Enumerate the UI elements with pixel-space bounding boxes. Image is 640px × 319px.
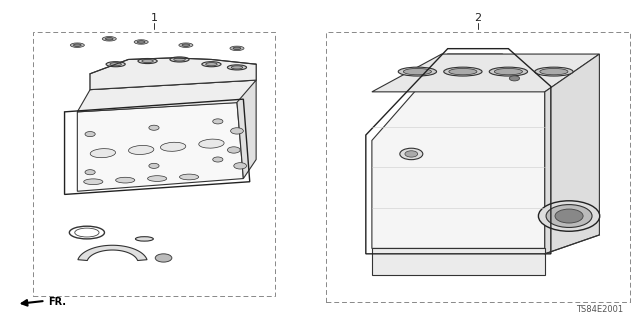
- Ellipse shape: [403, 68, 431, 75]
- Ellipse shape: [199, 139, 224, 148]
- Ellipse shape: [170, 57, 189, 62]
- Circle shape: [509, 76, 520, 81]
- Ellipse shape: [138, 41, 145, 43]
- Ellipse shape: [535, 67, 573, 76]
- Ellipse shape: [398, 67, 436, 76]
- Circle shape: [212, 119, 223, 124]
- Ellipse shape: [205, 63, 217, 66]
- Text: FR.: FR.: [49, 297, 67, 307]
- Polygon shape: [90, 64, 256, 90]
- Circle shape: [85, 170, 95, 175]
- Text: TS84E2001: TS84E2001: [576, 305, 623, 314]
- Circle shape: [85, 131, 95, 137]
- Polygon shape: [78, 245, 147, 261]
- Ellipse shape: [70, 43, 84, 48]
- Ellipse shape: [129, 145, 154, 154]
- Text: 1: 1: [150, 13, 157, 23]
- Ellipse shape: [136, 237, 154, 241]
- Circle shape: [555, 209, 583, 223]
- Polygon shape: [372, 54, 545, 249]
- Circle shape: [400, 148, 423, 160]
- Polygon shape: [77, 80, 256, 112]
- Ellipse shape: [106, 62, 125, 67]
- Ellipse shape: [110, 63, 122, 66]
- Ellipse shape: [182, 44, 189, 47]
- Ellipse shape: [138, 58, 157, 63]
- Polygon shape: [77, 102, 243, 191]
- Ellipse shape: [489, 67, 527, 76]
- Circle shape: [234, 163, 246, 169]
- Circle shape: [149, 125, 159, 130]
- Ellipse shape: [494, 68, 522, 75]
- Circle shape: [227, 147, 240, 153]
- Ellipse shape: [173, 58, 185, 61]
- Circle shape: [156, 254, 172, 262]
- Ellipse shape: [148, 176, 167, 182]
- Ellipse shape: [84, 179, 103, 185]
- Circle shape: [546, 204, 592, 227]
- Ellipse shape: [134, 40, 148, 44]
- Ellipse shape: [231, 66, 243, 69]
- Ellipse shape: [90, 149, 116, 158]
- Ellipse shape: [102, 37, 116, 41]
- Ellipse shape: [540, 68, 568, 75]
- Circle shape: [149, 163, 159, 168]
- Ellipse shape: [444, 67, 482, 76]
- Polygon shape: [372, 54, 600, 92]
- Polygon shape: [90, 58, 256, 90]
- Circle shape: [405, 151, 418, 157]
- Polygon shape: [237, 80, 256, 179]
- Ellipse shape: [179, 174, 198, 180]
- Ellipse shape: [227, 65, 246, 70]
- Ellipse shape: [74, 44, 81, 47]
- Ellipse shape: [202, 62, 221, 67]
- Ellipse shape: [142, 59, 154, 63]
- Ellipse shape: [106, 38, 113, 40]
- Ellipse shape: [161, 142, 186, 151]
- Circle shape: [538, 201, 600, 231]
- Ellipse shape: [179, 43, 193, 48]
- Circle shape: [212, 157, 223, 162]
- Ellipse shape: [116, 177, 135, 183]
- Polygon shape: [372, 249, 545, 275]
- Polygon shape: [545, 54, 600, 254]
- Ellipse shape: [449, 68, 477, 75]
- Ellipse shape: [233, 47, 241, 50]
- Ellipse shape: [230, 46, 244, 50]
- Text: 2: 2: [474, 13, 482, 23]
- Circle shape: [230, 128, 243, 134]
